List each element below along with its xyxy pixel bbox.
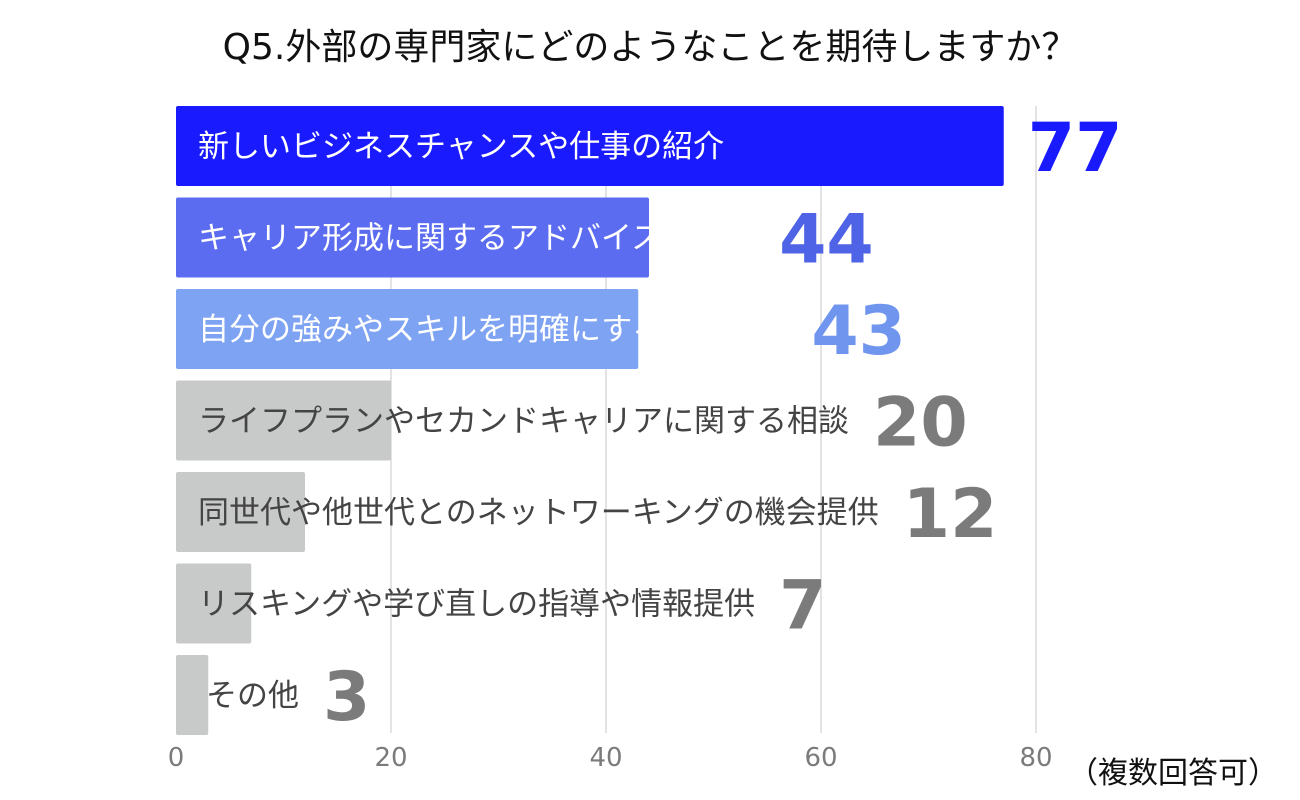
x-tick-label: 0 xyxy=(168,743,185,773)
bar xyxy=(176,655,209,735)
x-tick-label: 60 xyxy=(804,743,837,773)
bar xyxy=(176,380,391,461)
x-tick-label: 40 xyxy=(589,743,622,773)
multiple-answers-note: （複数回答可） xyxy=(1068,756,1278,791)
category-label: リスキングや学び直しの指導や情報提供 xyxy=(198,587,755,623)
x-tick-label: 80 xyxy=(1019,743,1052,773)
x-axis: 0 20 40 60 80 xyxy=(168,743,1053,773)
labels: 新しいビジネスチャンスや仕事の紹介 77 キャリア形成に関するアドバイスや指導 44 自… xyxy=(198,109,1122,737)
category-label: キャリア形成に関するアドバイスや指導 xyxy=(198,221,755,257)
value-label: 44 xyxy=(779,201,874,280)
bar xyxy=(176,289,639,369)
category-label: その他 xyxy=(206,678,299,714)
value-label: 3 xyxy=(323,658,370,737)
bar xyxy=(176,472,305,552)
value-label: 12 xyxy=(903,475,998,554)
category-label: ライフプランやセカンドキャリアに関する相談 xyxy=(198,404,849,440)
x-tick-label: 20 xyxy=(374,743,407,773)
bar xyxy=(176,563,252,644)
bar xyxy=(176,106,1004,186)
category-label: 自分の強みやスキルを明確にするサポート xyxy=(198,312,787,348)
bars xyxy=(176,106,1004,735)
bar xyxy=(176,197,649,278)
category-label: 同世代や他世代とのネットワーキングの機会提供 xyxy=(198,495,879,531)
value-label: 43 xyxy=(811,292,906,371)
category-label: 新しいビジネスチャンスや仕事の紹介 xyxy=(198,129,724,165)
value-label: 20 xyxy=(873,384,968,463)
value-label: 7 xyxy=(779,567,826,646)
chart-title: Q5.外部の専門家にどのようなことを期待しますか？ xyxy=(222,27,1078,68)
value-label: 77 xyxy=(1028,109,1123,188)
